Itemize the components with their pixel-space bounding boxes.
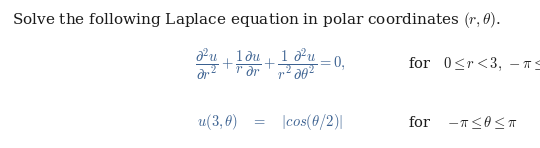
Text: for   $0 \leq r < 3,\,-\pi \leq \theta \leq \pi$: for $0 \leq r < 3,\,-\pi \leq \theta \le… (408, 56, 540, 73)
Text: $\dfrac{\partial^2 u}{\partial r^2} + \dfrac{1}{r}\dfrac{\partial u}{\partial r}: $\dfrac{\partial^2 u}{\partial r^2} + \d… (194, 46, 346, 82)
Text: for    $-\pi \leq \theta \leq \pi$: for $-\pi \leq \theta \leq \pi$ (408, 114, 517, 131)
Text: Solve the following Laplace equation in polar coordinates $(r, \theta)$.: Solve the following Laplace equation in … (12, 10, 501, 30)
Text: $u(3,\theta)$   $=$   $|cos(\theta/2)|$: $u(3,\theta)$ $=$ $|cos(\theta/2)|$ (197, 112, 343, 132)
